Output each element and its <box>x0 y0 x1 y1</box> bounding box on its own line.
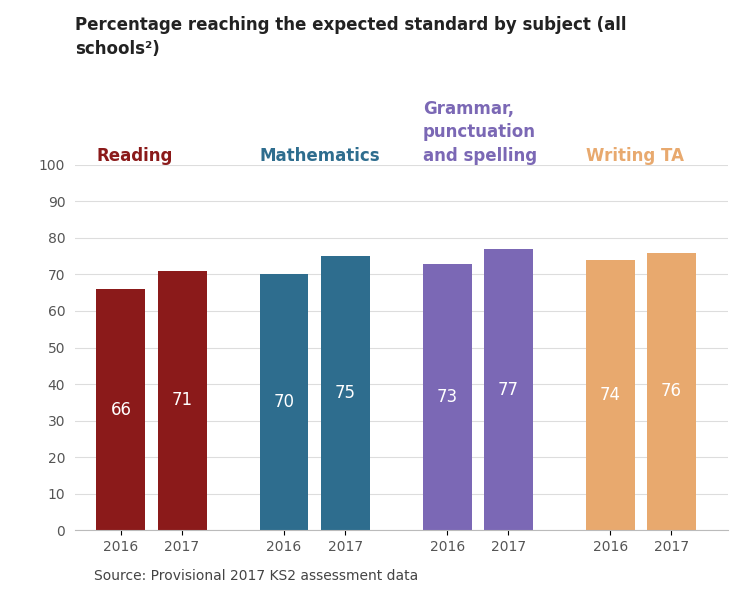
Text: 76: 76 <box>661 382 682 401</box>
Bar <box>586 260 634 530</box>
Bar <box>484 249 532 530</box>
Text: Percentage reaching the expected standard by subject (all
schools²): Percentage reaching the expected standar… <box>75 16 626 58</box>
Bar <box>321 256 370 530</box>
Text: Grammar,
punctuation
and spelling: Grammar, punctuation and spelling <box>423 100 537 165</box>
Text: Source: Provisional 2017 KS2 assessment data: Source: Provisional 2017 KS2 assessment … <box>94 569 418 583</box>
Bar <box>423 263 472 530</box>
Bar <box>97 289 146 530</box>
Text: 73: 73 <box>436 388 457 406</box>
Text: 74: 74 <box>600 386 621 404</box>
Text: 66: 66 <box>110 401 131 419</box>
Bar <box>260 274 308 530</box>
Bar <box>647 253 696 530</box>
Bar <box>158 271 206 530</box>
Text: Writing TA: Writing TA <box>586 147 684 165</box>
Text: 70: 70 <box>274 393 295 411</box>
Text: 71: 71 <box>172 392 193 409</box>
Text: 75: 75 <box>334 384 356 402</box>
Text: 77: 77 <box>498 380 519 399</box>
Text: Reading: Reading <box>97 147 172 165</box>
Text: Mathematics: Mathematics <box>260 147 380 165</box>
